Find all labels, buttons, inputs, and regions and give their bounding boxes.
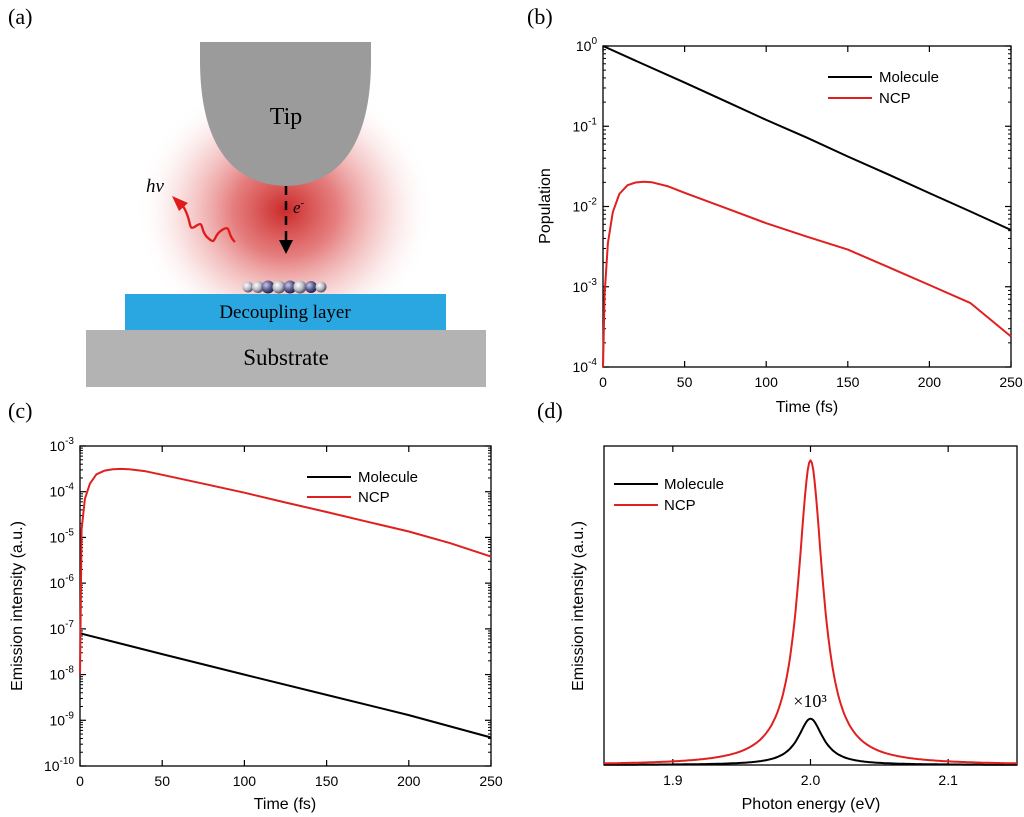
panel-d: (d) 1.9 2.0 2.1 ×10³ Photon energy (eV) Em… [537,398,1018,813]
series-group [602,45,1012,368]
electron-label: e- [293,197,305,217]
photon-label: hv [146,176,165,197]
x-axis-label: Photon energy (eV) [742,796,881,813]
plot-frame [602,45,1012,368]
x-tick-label: 0 [599,374,607,390]
photon-arrowhead [172,196,188,211]
substrate-label: Substrate [243,345,329,370]
legend-label-ncp: NCP [879,90,911,107]
series-line-molecule [79,632,492,739]
x-tick-label: 250 [479,773,503,789]
x-tick-labels: 1.9 2.0 2.1 [663,446,958,788]
series-group [603,459,1018,766]
legend: Molecule NCP [828,69,939,107]
x-axis-label: Time (fs) [254,796,317,813]
legend: Molecule NCP [614,476,724,514]
y-tick-label: 10-4 [50,482,75,500]
y-tick-label: 10-6 [50,573,75,591]
tip-label: Tip [270,104,302,130]
legend-label-molecule: Molecule [879,69,939,86]
x-tick-label: 1.9 [663,772,683,788]
series-group [79,467,492,739]
series-line-molecule [603,717,1018,766]
panel-c-label: (c) [8,398,32,423]
x-tick-label: 150 [315,773,339,789]
decoupling-label: Decoupling layer [219,302,351,323]
panel-a: (a) Tip e- hv Decoupling layer Substrate [8,4,486,387]
panel-c: (c) 10-10 10-9 10-8 10-7 10-6 10-5 10-4 10-3 0 5… [8,398,503,813]
molecule-icon [242,280,327,294]
y-tick-label: 10-10 [44,756,74,774]
y-tick-label: 10-1 [573,116,598,134]
x-tick-label: 250 [999,374,1023,390]
y-tick-label: 10-4 [573,357,598,375]
x-tick-label: 50 [154,773,170,789]
y-tick-label: 10-3 [50,436,75,454]
y-tick-labels: 10-10 10-9 10-8 10-7 10-6 10-5 10-4 10-3 [44,436,491,774]
legend-label-molecule: Molecule [664,476,724,493]
y-axis-label: Emission intensity (a.u.) [570,521,587,691]
series-line-ncp [602,180,1012,368]
tip-shape [200,42,371,186]
y-tick-labels: 10-4 10-3 10-2 10-1 100 [573,36,1011,375]
x-tick-label: 200 [918,374,942,390]
y-tick-label: 10-3 [573,277,598,295]
series-line-ncp [603,459,1018,765]
x-tick-labels: 0 50 100 150 200 250 [76,446,503,789]
x-tick-label: 150 [836,374,860,390]
decoupling-layer [125,294,446,330]
legend-label-ncp: NCP [358,489,390,506]
series-line-molecule [602,45,1012,231]
panel-a-label: (a) [8,4,32,29]
y-axis-label: Emission intensity (a.u.) [9,521,26,691]
x-axis-label: Time (fs) [776,399,839,416]
peak-annotation: ×10³ [793,691,827,711]
legend-label-ncp: NCP [664,497,696,514]
x-tick-label: 0 [76,773,84,789]
x-tick-label: 2.0 [801,772,821,788]
x-tick-labels: 0 50 100 150 200 250 [599,46,1023,390]
y-tick-label: 100 [576,36,598,54]
legend-label-molecule: Molecule [358,469,418,486]
substrate [86,330,486,387]
y-tick-label: 10-8 [50,665,75,683]
plot-frame [79,445,492,767]
x-tick-label: 100 [755,374,779,390]
panel-b-label: (b) [527,4,553,29]
panel-d-label: (d) [537,398,563,423]
electron-arrowhead [279,240,293,254]
plot-frame [603,445,1018,766]
series-line-ncp [79,467,492,675]
x-tick-label: 200 [397,773,421,789]
y-tick-label: 10-9 [50,710,75,728]
x-tick-label: 50 [677,374,693,390]
x-tick-label: 100 [233,773,257,789]
legend: Molecule NCP [307,469,418,506]
y-axis-label: Population [537,168,554,244]
y-tick-label: 10-5 [50,527,75,545]
y-tick-label: 10-2 [573,197,598,215]
x-tick-label: 2.1 [938,772,958,788]
y-tick-label: 10-7 [50,619,75,637]
photon-wave [182,205,236,243]
